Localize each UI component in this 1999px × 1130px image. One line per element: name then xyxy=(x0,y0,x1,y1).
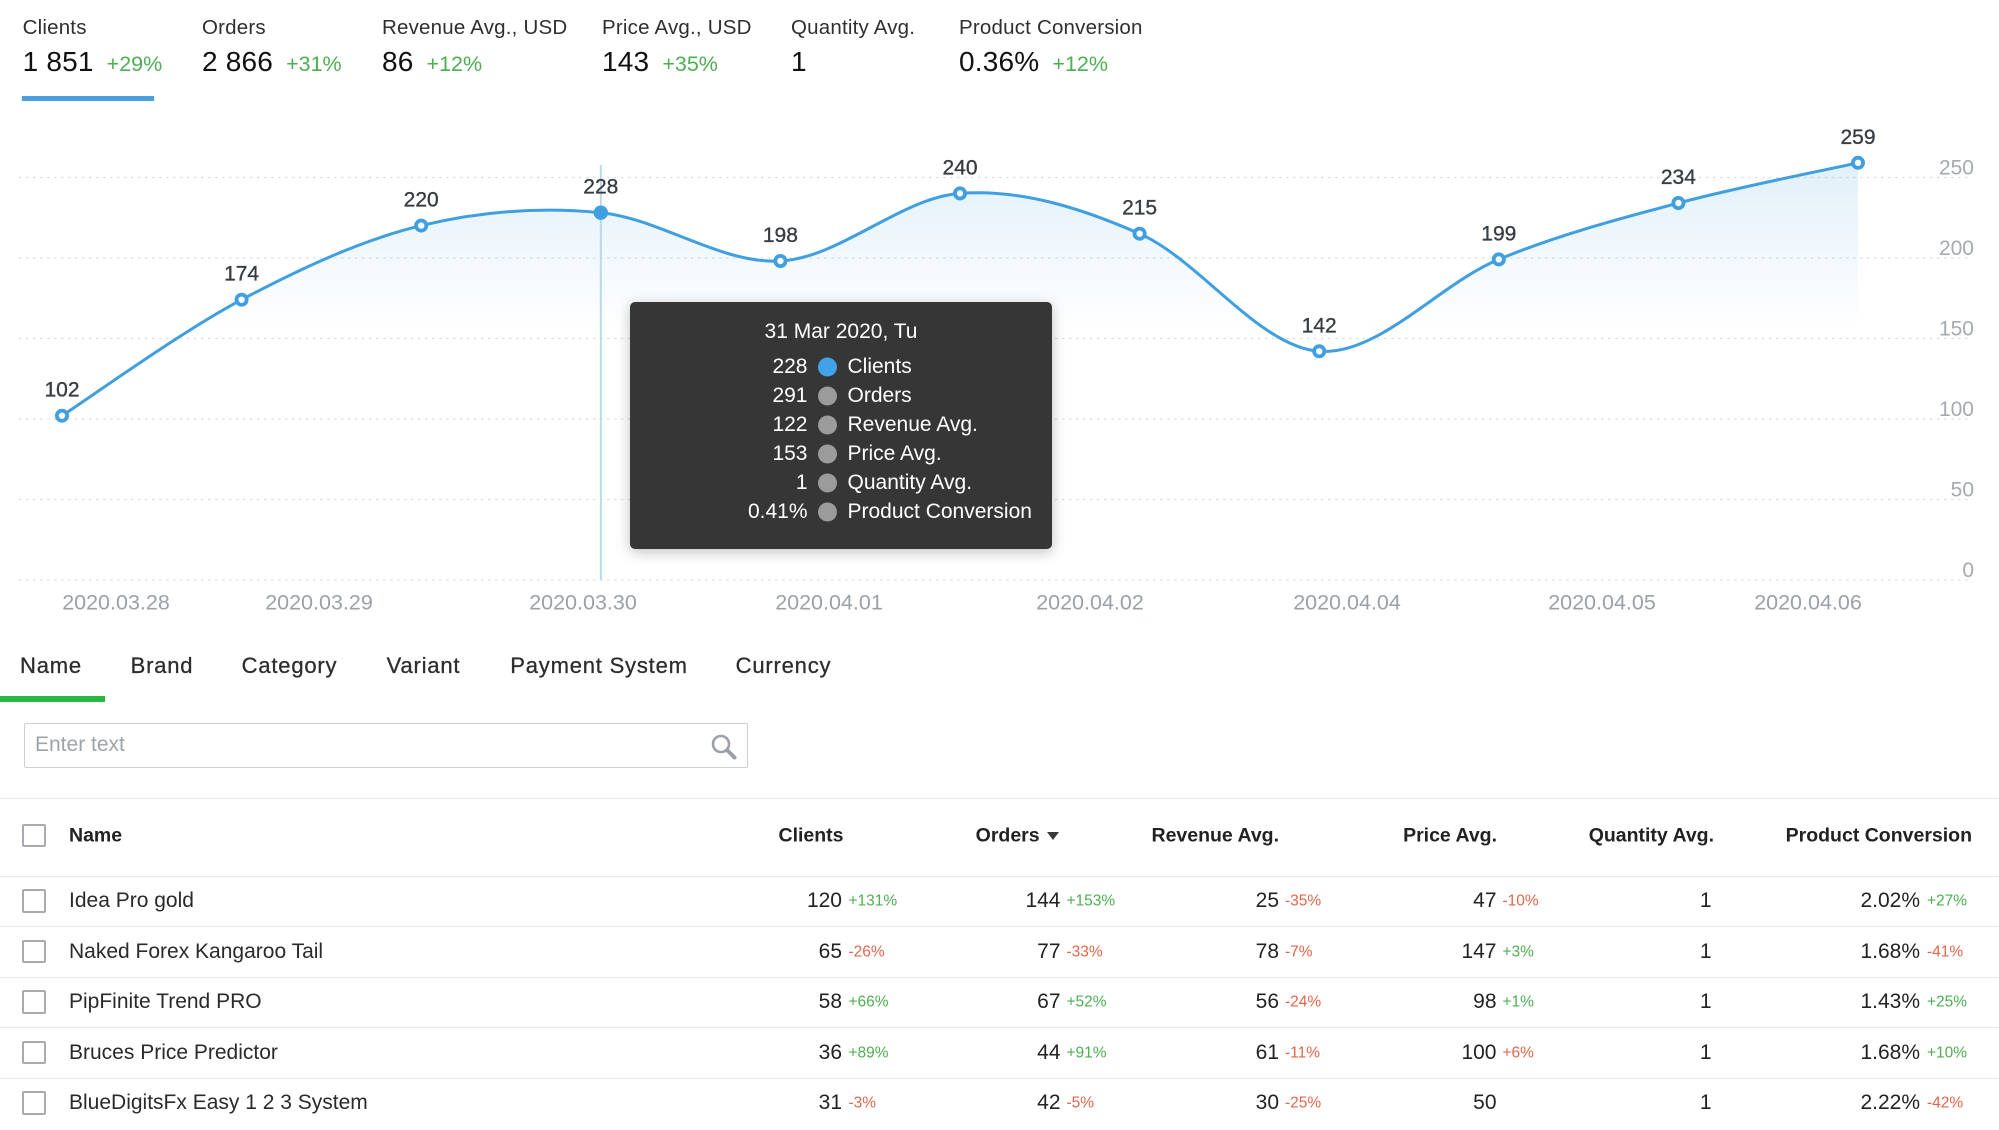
svg-text:174: 174 xyxy=(224,263,259,286)
svg-text:234: 234 xyxy=(1661,166,1696,189)
svg-text:250: 250 xyxy=(1939,157,1974,180)
svg-text:150: 150 xyxy=(1939,318,1974,341)
svg-text:2020.03.29: 2020.03.29 xyxy=(265,591,373,615)
svg-text:50: 50 xyxy=(1951,479,1974,502)
svg-text:200: 200 xyxy=(1939,237,1974,260)
svg-text:102: 102 xyxy=(44,379,79,402)
svg-text:215: 215 xyxy=(1122,197,1157,220)
svg-text:2020.04.04: 2020.04.04 xyxy=(1293,591,1401,615)
svg-text:100: 100 xyxy=(1939,398,1974,421)
svg-text:2020.04.05: 2020.04.05 xyxy=(1548,591,1656,615)
svg-text:259: 259 xyxy=(1840,126,1875,149)
svg-text:198: 198 xyxy=(763,224,798,247)
svg-text:2020.04.02: 2020.04.02 xyxy=(1036,591,1144,615)
svg-text:240: 240 xyxy=(942,156,977,179)
svg-text:2020.04.06: 2020.04.06 xyxy=(1754,591,1862,615)
svg-text:2020.04.01: 2020.04.01 xyxy=(775,591,883,615)
svg-text:2020.03.30: 2020.03.30 xyxy=(529,591,637,615)
svg-text:220: 220 xyxy=(404,189,439,212)
svg-text:228: 228 xyxy=(583,176,618,199)
svg-text:142: 142 xyxy=(1302,314,1337,337)
svg-text:0: 0 xyxy=(1962,559,1974,582)
svg-text:2020.03.28: 2020.03.28 xyxy=(62,591,170,615)
svg-text:199: 199 xyxy=(1481,222,1516,245)
